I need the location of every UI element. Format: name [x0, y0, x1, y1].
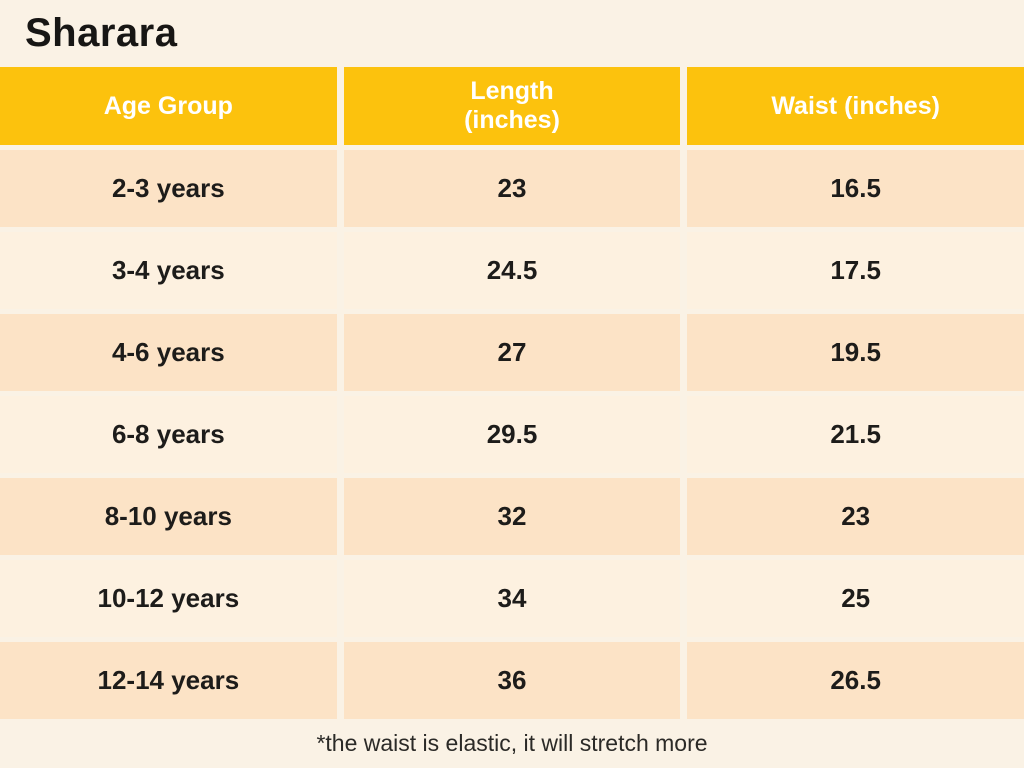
size-table: Age Group Length (inches) Waist (inches)… [0, 67, 1024, 719]
length-cell: 32 [343, 478, 681, 555]
length-cell: 34 [343, 560, 681, 637]
age-cell: 10-12 years [0, 560, 337, 637]
page-title: Sharara [25, 11, 178, 55]
column-header-waist: Waist (inches) [687, 67, 1024, 145]
age-cell: 4-6 years [0, 314, 337, 391]
length-cell: 24.5 [343, 232, 681, 309]
column-header-length: Length (inches) [343, 67, 681, 145]
age-cell: 6-8 years [0, 396, 337, 473]
footnote: *the waist is elastic, it will stretch m… [316, 730, 708, 756]
waist-cell: 19.5 [687, 314, 1024, 391]
length-cell: 29.5 [343, 396, 681, 473]
age-cell: 2-3 years [0, 150, 337, 227]
waist-cell: 21.5 [687, 396, 1024, 473]
age-cell: 8-10 years [0, 478, 337, 555]
length-cell: 23 [343, 150, 681, 227]
waist-cell: 16.5 [687, 150, 1024, 227]
length-cell: 27 [343, 314, 681, 391]
waist-cell: 23 [687, 478, 1024, 555]
footnote-bar: *the waist is elastic, it will stretch m… [0, 719, 1024, 768]
column-header-age-group: Age Group [0, 67, 337, 145]
waist-cell: 17.5 [687, 232, 1024, 309]
age-cell: 3-4 years [0, 232, 337, 309]
age-cell: 12-14 years [0, 642, 337, 719]
waist-cell: 25 [687, 560, 1024, 637]
waist-cell: 26.5 [687, 642, 1024, 719]
title-bar: Sharara [0, 0, 1024, 67]
length-cell: 36 [343, 642, 681, 719]
